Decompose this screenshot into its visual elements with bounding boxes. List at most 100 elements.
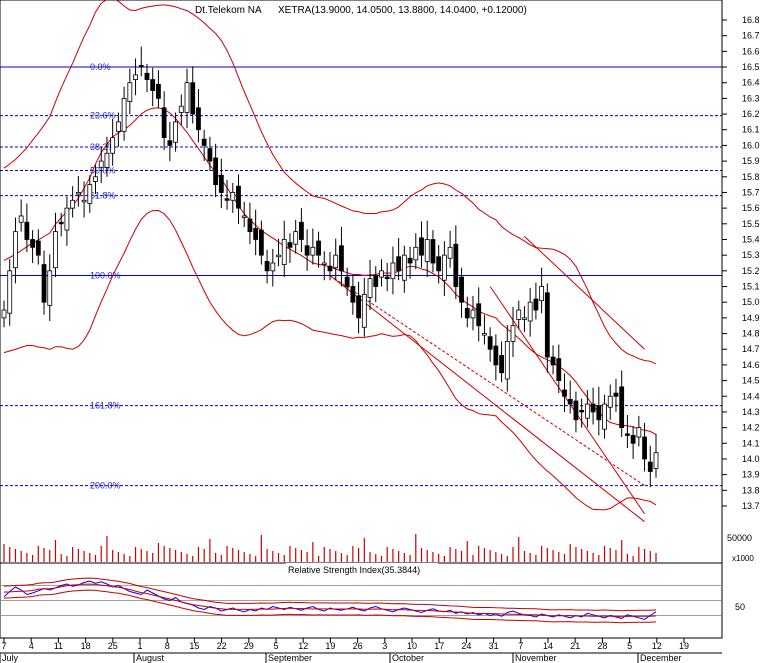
band-lower xyxy=(3,209,657,511)
x-tick-label: 28 xyxy=(597,641,607,651)
candle-body xyxy=(584,403,590,419)
y-tick-label: 15.8 xyxy=(742,172,760,182)
candle-body xyxy=(379,270,384,278)
candle-body xyxy=(459,276,464,303)
candle-body xyxy=(281,239,287,265)
candle-body xyxy=(127,82,133,102)
candle-body xyxy=(567,398,573,405)
x-tick-label: 3 xyxy=(382,641,387,651)
y-tick-label: 14.4 xyxy=(742,391,760,401)
candle-body xyxy=(419,237,424,256)
candle-body xyxy=(121,97,127,132)
candle-body xyxy=(544,292,550,358)
candle-body xyxy=(510,325,516,342)
x-tick-label: 7 xyxy=(1,641,6,651)
candle-body xyxy=(533,298,539,311)
candle-body xyxy=(13,231,18,269)
candle-body xyxy=(53,231,58,269)
y-tick-label: 14.0 xyxy=(742,454,760,464)
candle-body xyxy=(98,160,104,168)
candle-body xyxy=(47,270,53,306)
x-tick-label: 12 xyxy=(652,641,662,651)
candle-body xyxy=(499,355,504,374)
candle-body xyxy=(241,215,247,218)
candle-body xyxy=(327,265,333,272)
x-tick-label: 14 xyxy=(543,641,553,651)
y-tick-label: 15.1 xyxy=(742,282,760,292)
candle-body xyxy=(579,409,585,413)
candle-body xyxy=(178,105,184,113)
y-tick-label: 14.3 xyxy=(742,407,760,417)
candle-body xyxy=(133,74,138,80)
x-tick-label: 19 xyxy=(325,641,335,651)
candle-body xyxy=(81,199,87,203)
trend-dashed xyxy=(329,275,645,487)
band-upper xyxy=(3,0,657,365)
x-tick-label: 29 xyxy=(244,641,254,651)
candle-body xyxy=(516,309,522,320)
candle-body xyxy=(642,436,647,460)
rsi-band-middle xyxy=(3,583,657,618)
y-tick-label: 14.1 xyxy=(742,438,760,448)
candle-body xyxy=(562,389,567,397)
candle-body xyxy=(30,239,35,248)
candle-body xyxy=(476,303,482,327)
candle-body xyxy=(201,138,207,146)
y-tick-label: 15.0 xyxy=(742,297,760,307)
y-tick-label: 16.1 xyxy=(742,125,760,135)
candle-body xyxy=(87,184,93,204)
candle-body xyxy=(247,218,253,233)
candle-body xyxy=(93,176,98,182)
candle-body xyxy=(24,221,30,240)
candle-body xyxy=(213,157,219,186)
candle-body xyxy=(138,65,144,68)
candle-body xyxy=(556,358,562,381)
candle-body xyxy=(224,198,230,201)
x-tick-label: 31 xyxy=(489,641,499,651)
candle-body xyxy=(104,152,110,168)
y-tick-label: 16.6 xyxy=(742,46,760,56)
candle-body xyxy=(384,276,390,280)
candle-body xyxy=(270,262,276,272)
y-tick-label: 16.4 xyxy=(742,78,760,88)
fib-label: 0.0% xyxy=(90,62,111,72)
volume-unit: x1000 xyxy=(732,554,754,563)
candle-body xyxy=(550,356,556,366)
candle-body xyxy=(58,221,64,225)
candle-body xyxy=(522,317,527,320)
candle-body xyxy=(361,293,367,328)
candle-body xyxy=(447,246,453,259)
volume-label: 50000 xyxy=(727,533,752,543)
fib-label: 161.8% xyxy=(90,401,121,411)
month-label: November xyxy=(515,653,557,663)
rsi-tick: 50 xyxy=(735,602,745,612)
y-tick-label: 16.7 xyxy=(742,31,760,41)
y-tick-label: 13.9 xyxy=(742,470,760,480)
candle-body xyxy=(487,336,493,350)
month-label: October xyxy=(392,653,424,663)
candle-body xyxy=(156,83,161,99)
y-tick-label: 16.2 xyxy=(742,109,760,119)
x-tick-label: 17 xyxy=(434,641,444,651)
candle-body xyxy=(7,270,13,314)
fib-label: 100.0% xyxy=(90,271,121,281)
candle-body xyxy=(430,239,436,264)
candle-body xyxy=(607,395,613,408)
y-tick-label: 14.9 xyxy=(742,313,760,323)
candle-body xyxy=(441,254,447,281)
candle-body xyxy=(339,245,344,272)
candle-body xyxy=(647,461,653,472)
candle-body xyxy=(344,276,350,287)
chart-quote: XETRA(13.9000, 14.0500, 13.8800, 14.0400… xyxy=(278,5,527,16)
candle-body xyxy=(539,286,545,302)
candle-body xyxy=(350,286,356,303)
candle-body xyxy=(504,340,510,380)
candle-body xyxy=(373,275,379,287)
y-tick-label: 14.7 xyxy=(742,344,760,354)
x-tick-label: 11 xyxy=(54,641,63,651)
y-tick-label: 14.8 xyxy=(742,329,760,339)
chart-title: Dt.Telekom NA xyxy=(195,5,262,16)
candle-body xyxy=(527,301,533,322)
